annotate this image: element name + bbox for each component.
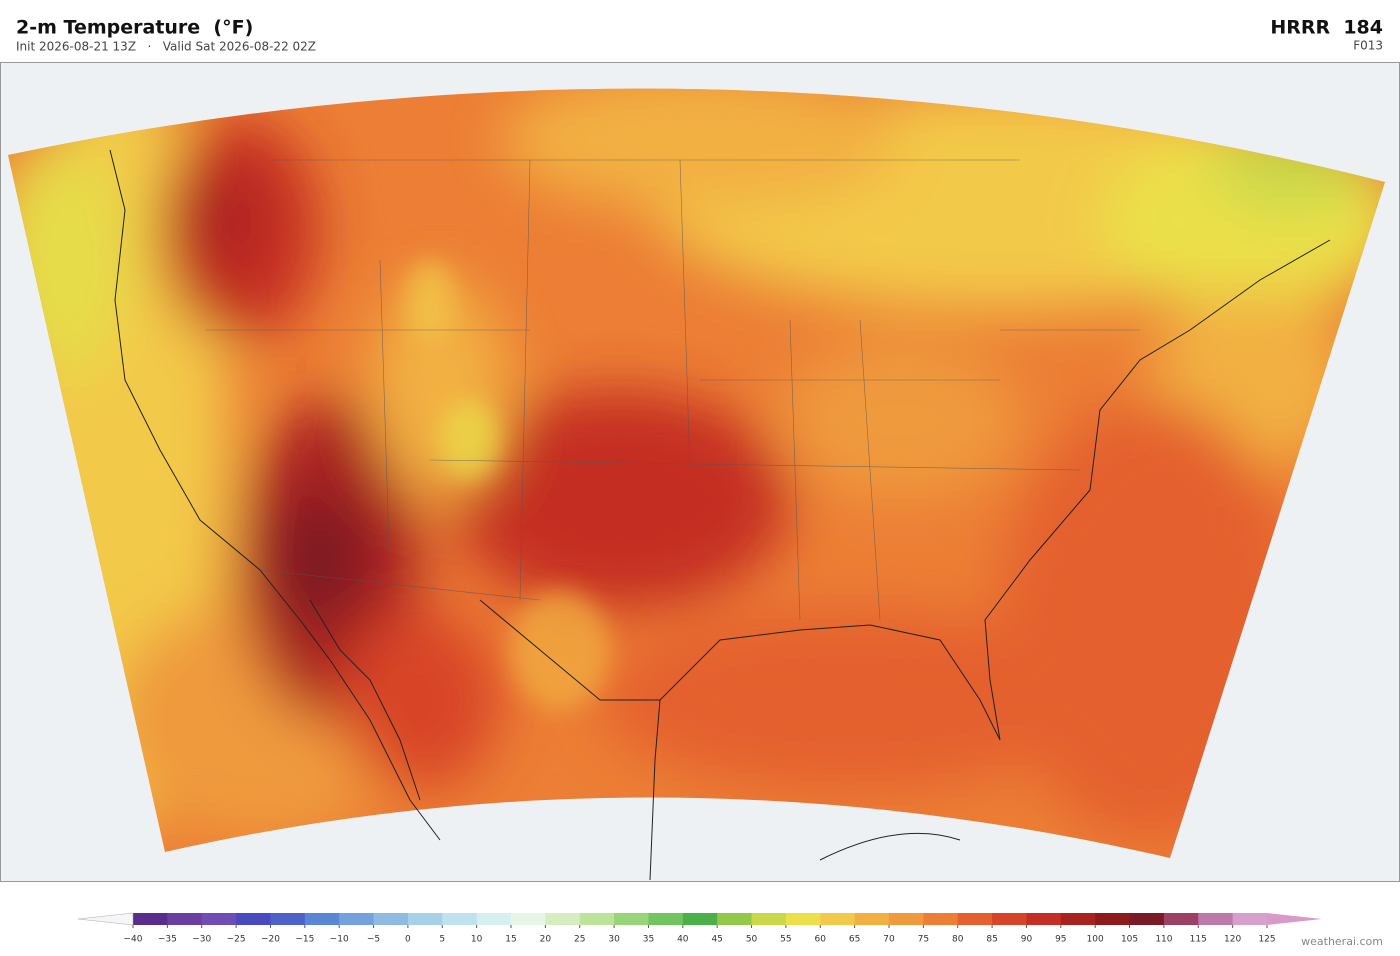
colorbar-tick-label: −40 [124, 935, 143, 945]
colorbar-tick-label: 90 [1021, 935, 1033, 945]
colorbar-bin [785, 913, 821, 925]
colorbar-tick-label: −30 [192, 935, 211, 945]
colorbar-tick-label: 100 [1087, 935, 1104, 945]
colorbar-tick-label: 65 [849, 935, 860, 945]
colorbar-tick-label: 115 [1190, 935, 1207, 945]
colorbar-bin [717, 913, 753, 925]
colorbar-bin [648, 913, 684, 925]
colorbar-tick-label: 5 [439, 935, 445, 945]
colorbar-bin [923, 913, 959, 925]
colorbar-tick-label: 110 [1155, 935, 1172, 945]
colorbar-tick-label: −20 [261, 935, 280, 945]
colorbar-tick-label: 45 [711, 935, 722, 945]
colorbar-bin [751, 913, 787, 925]
colorbar-bin [682, 913, 718, 925]
title: 2-m Temperature (°F) [16, 17, 253, 39]
colorbar-bin [579, 913, 615, 925]
colorbar-bin [1095, 913, 1131, 925]
state-borders [205, 159, 1140, 621]
colorbar-bin [1198, 913, 1234, 925]
colorbar-tick-label: 75 [918, 935, 929, 945]
colorbar: −40 −35 −30 −25 −20 −15 −10 −5 0 5 10 15 20 25 30 35 40 4… [77, 912, 1322, 945]
colorbar-bin [407, 913, 443, 925]
colorbar-bin [545, 913, 581, 925]
colorbar-bin [1060, 913, 1096, 925]
model-label: HRRR 184 [1270, 17, 1383, 39]
colorbar-tick-label: 15 [505, 935, 516, 945]
colorbar-bin [992, 913, 1027, 925]
colorbar-tick-label: 30 [608, 935, 620, 945]
colorbar-tick-label: 25 [574, 935, 585, 945]
colorbar-tick-label: −15 [295, 935, 314, 945]
colorbar-bin [1163, 913, 1199, 925]
coastlines [109, 149, 1331, 881]
colorbar-bin [442, 913, 478, 925]
colorbar-tick-label: −5 [367, 935, 380, 945]
colorbar-tick-label: 50 [746, 935, 758, 945]
colorbar-tick-label: 125 [1258, 935, 1275, 945]
colorbar-tick-label: 20 [540, 935, 552, 945]
colorbar-bin [854, 913, 890, 925]
colorbar-tick-label: 80 [952, 935, 964, 945]
subtitle: Init 2026-08-21 13Z · Valid Sat 2026-08-… [16, 40, 316, 54]
colorbar-bin [133, 913, 168, 925]
colorbar-bin [820, 913, 856, 925]
colorbar-bin [511, 913, 546, 925]
colorbar-bin [1232, 913, 1268, 925]
colorbar-bin [270, 913, 306, 925]
colorbar-bin [1026, 913, 1062, 925]
colorbar-tick-label: 10 [471, 935, 483, 945]
colorbar-tick-label: −10 [330, 935, 349, 945]
colorbar-bin [304, 913, 340, 925]
colorbar-tick-label: 0 [405, 935, 411, 945]
colorbar-tick-label: 40 [677, 935, 689, 945]
colorbar-extend-high [1267, 913, 1322, 925]
colorbar-tick-label: 95 [1055, 935, 1066, 945]
colorbar-bin [201, 913, 237, 925]
credit: weatherai.com [1301, 935, 1383, 948]
colorbar-bin [236, 913, 271, 925]
colorbar-bin [373, 913, 409, 925]
colorbar-bin [167, 913, 203, 925]
colorbar-tick-label: 35 [643, 935, 654, 945]
colorbar-tick-label: 120 [1224, 935, 1241, 945]
colorbar-bin [1129, 913, 1165, 925]
colorbar-tick-label: 55 [780, 935, 791, 945]
map [0, 62, 1400, 882]
colorbar-tick-label: 60 [815, 935, 827, 945]
colorbar-bin [614, 913, 649, 925]
colorbar-tick-label: −35 [158, 935, 177, 945]
colorbar-tick-label: 105 [1121, 935, 1138, 945]
forecast-hour: F013 [1353, 39, 1383, 53]
colorbar-bin [476, 913, 512, 925]
colorbar-bin [339, 913, 375, 925]
colorbar-tick-label: 85 [986, 935, 997, 945]
colorbar-bin [889, 913, 924, 925]
colorbar-tick-label: 70 [883, 935, 895, 945]
colorbar-bin [957, 913, 993, 925]
colorbar-tick-label: −25 [227, 935, 246, 945]
temperature-field [8, 88, 1385, 859]
colorbar-extend-low [77, 912, 134, 926]
